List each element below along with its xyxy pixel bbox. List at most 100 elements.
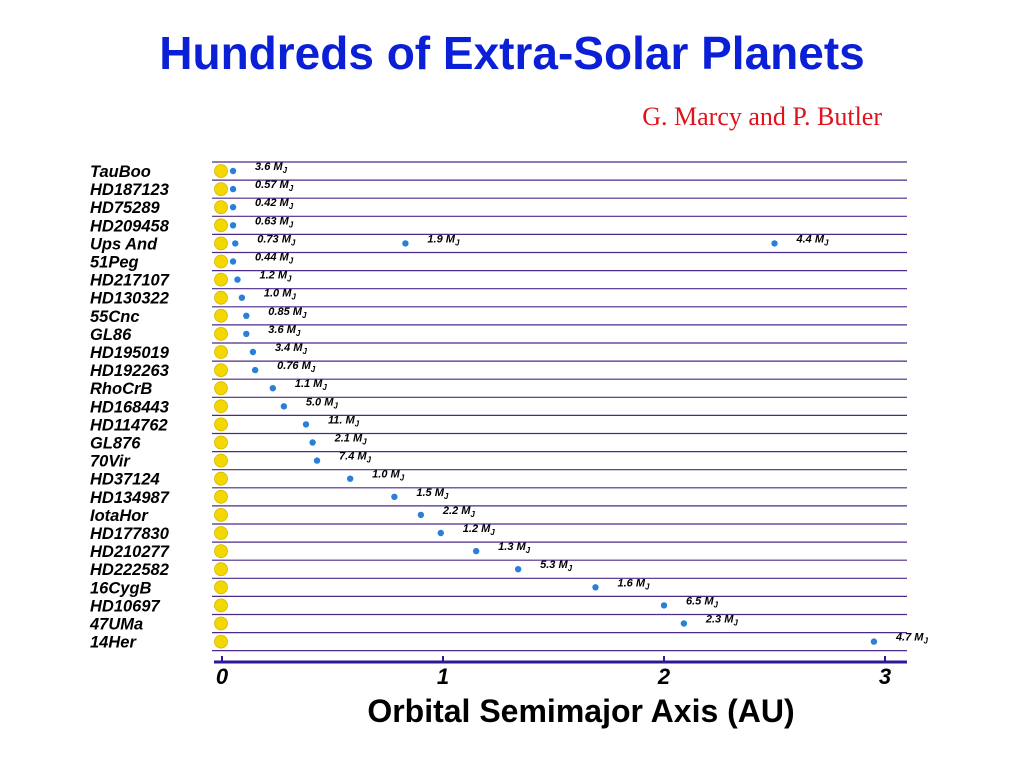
- mass-unit-subscript: J: [367, 456, 372, 465]
- mass-unit-subscript: J: [296, 329, 301, 338]
- slide-subtitle: G. Marcy and P. Butler: [642, 102, 882, 131]
- star-name: GL86: [90, 326, 132, 344]
- mass-unit-subscript: J: [526, 546, 531, 555]
- host-star: [214, 508, 228, 522]
- planet-point: [229, 204, 237, 211]
- star-name: HD217107: [90, 272, 170, 290]
- x-tick-label: 0: [216, 664, 229, 689]
- planet-mass-label: 4.4 MJ: [796, 233, 830, 247]
- star-name: HD192263: [90, 362, 169, 380]
- mass-unit-subscript: J: [455, 238, 460, 247]
- planet-point: [437, 529, 444, 537]
- mass-unit-subscript: J: [291, 238, 296, 247]
- mass-unit-subscript: J: [289, 220, 294, 229]
- star-name: HD222582: [90, 561, 169, 579]
- mass-unit-subscript: J: [733, 619, 738, 628]
- planet-mass-label: 1.2 MJ: [259, 270, 292, 284]
- planet-point: [472, 547, 480, 555]
- mass-unit-subscript: J: [289, 257, 294, 266]
- planet-point: [346, 475, 354, 482]
- star-name: 70Vir: [90, 453, 131, 471]
- host-star: [214, 290, 228, 305]
- planet-mass-label: 1.9 MJ: [427, 233, 460, 247]
- planet-point: [391, 493, 398, 500]
- x-tick-label: 3: [879, 664, 891, 689]
- x-axis: 0 1 2 3: [214, 656, 907, 689]
- planet-mass-label: 3.6 MJ: [268, 324, 301, 338]
- planet-mass-label: 2.1 MJ: [334, 433, 368, 447]
- planet-point: [243, 312, 250, 319]
- host-star: [214, 598, 228, 613]
- planet-point: [660, 602, 668, 609]
- planet-mass-label: 3.4 MJ: [275, 342, 308, 356]
- planet-mass-label: 2.3 MJ: [705, 614, 739, 628]
- planet-mass-label: 5.3 MJ: [540, 559, 573, 573]
- star-name: Ups And: [90, 235, 158, 253]
- x-tick-label: 2: [657, 664, 671, 689]
- host-star: [214, 326, 228, 341]
- planet-mass-label: 0.63 MJ: [255, 215, 294, 229]
- mass-unit-subscript: J: [289, 184, 294, 193]
- planet-point: [251, 366, 259, 374]
- host-star: [214, 544, 228, 558]
- x-axis-label: Orbital Semimajor Axis (AU): [367, 693, 794, 729]
- star-name: 55Cnc: [90, 308, 140, 326]
- host-star: [214, 164, 228, 178]
- planet-mass-label: 7.4 MJ: [339, 451, 372, 465]
- host-star: [214, 634, 228, 649]
- mass-unit-subscript: J: [400, 474, 405, 483]
- planet-mass-label: 3.6 MJ: [255, 161, 288, 175]
- star-name: 16CygB: [90, 579, 152, 597]
- mass-unit-subscript: J: [568, 564, 573, 573]
- star-name: HD209458: [90, 217, 170, 235]
- mass-unit-subscript: J: [302, 311, 307, 320]
- mass-unit-subscript: J: [302, 347, 307, 356]
- planet-mass-label: 6.5 MJ: [686, 595, 719, 609]
- star-name: RhoCrB: [90, 380, 152, 398]
- star-name: HD37124: [90, 471, 160, 489]
- planet-mass-label: 0.76 MJ: [277, 360, 316, 374]
- host-star: [214, 254, 228, 269]
- star-name: HD195019: [90, 344, 170, 362]
- planet-point: [280, 403, 288, 410]
- star-name: HD130322: [90, 290, 169, 308]
- mass-unit-subscript: J: [289, 202, 294, 211]
- planet-point: [417, 511, 425, 519]
- planet-mass-label: 0.44 MJ: [255, 252, 294, 266]
- host-star: [214, 526, 228, 540]
- mass-unit-subscript: J: [311, 365, 316, 374]
- mass-unit-subscript: J: [444, 492, 449, 501]
- host-star: [214, 272, 228, 287]
- mass-unit-subscript: J: [283, 166, 288, 175]
- host-star: [214, 453, 228, 468]
- star-name: HD177830: [90, 525, 170, 543]
- host-star: [214, 200, 228, 215]
- mass-unit-subscript: J: [923, 637, 928, 646]
- star-name: HD210277: [90, 543, 170, 561]
- planet-point: [234, 276, 241, 283]
- planet-point: [229, 222, 237, 229]
- planet-point: [313, 457, 321, 464]
- host-star: [214, 363, 228, 378]
- star-name: 51Peg: [90, 254, 139, 272]
- planet-point: [870, 638, 878, 645]
- planet-point: [302, 421, 310, 428]
- planet-mass-label: 4.7 MJ: [895, 632, 929, 646]
- planet-point: [592, 584, 599, 591]
- star-name: HD134987: [90, 489, 170, 507]
- host-star: [214, 489, 228, 504]
- host-star: [214, 236, 228, 251]
- chart-rows: TauBoo 3.6 MJ HD187123 0.57 MJ HD75289 0.42 M…: [89, 161, 928, 652]
- planet-point: [229, 167, 237, 175]
- planet-mass-label: 11. MJ: [328, 414, 360, 428]
- host-star: [214, 435, 228, 450]
- planet-mass-label: 0.85 MJ: [268, 306, 307, 320]
- host-star: [214, 381, 228, 396]
- star-name: HD75289: [90, 199, 161, 217]
- host-star: [214, 182, 228, 197]
- mass-unit-subscript: J: [714, 600, 719, 609]
- mass-unit-subscript: J: [490, 528, 495, 537]
- planet-mass-label: 2.2 MJ: [442, 505, 476, 519]
- planet-mass-label: 1.0 MJ: [264, 288, 297, 302]
